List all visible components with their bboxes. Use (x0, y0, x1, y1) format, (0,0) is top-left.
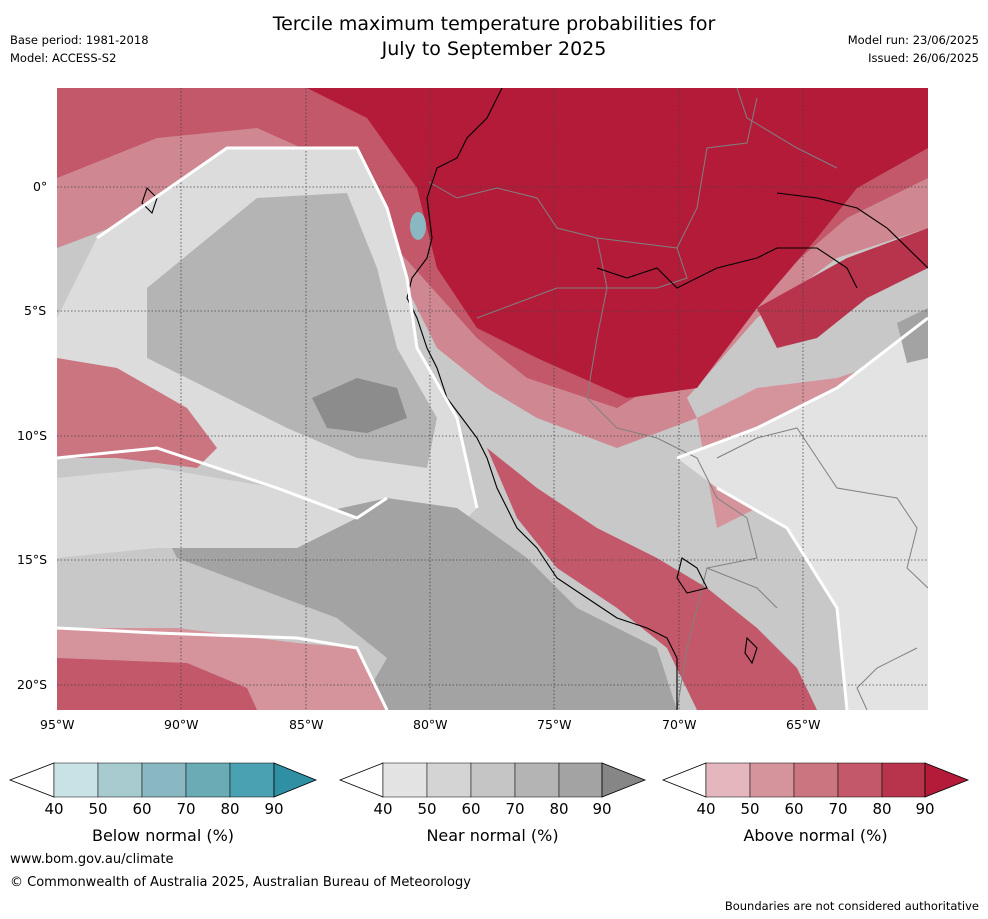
near-tick-80: 80 (549, 800, 569, 818)
near-normal-label: Near normal (%) (426, 826, 559, 845)
below-tick-60: 60 (132, 800, 152, 818)
below-normal-spot (410, 212, 426, 240)
below-tick-50: 50 (88, 800, 108, 818)
copyright-text: © Commonwealth of Australia 2025, Austra… (10, 875, 471, 890)
graticule (57, 88, 928, 710)
lat-label-20s: 20°S (17, 677, 48, 692)
below-tick-80: 80 (220, 800, 240, 818)
lon-label-90w: 90°W (164, 717, 199, 732)
near-tick-50: 50 (417, 800, 437, 818)
lat-label-10s: 10°S (17, 428, 48, 443)
near-tick-60: 60 (461, 800, 481, 818)
lat-label-15s: 15°S (17, 552, 48, 567)
tercile-boundaries (57, 146, 928, 710)
website-link[interactable]: www.bom.gov.au/climate (10, 852, 174, 867)
near-tick-40: 40 (373, 800, 393, 818)
coastline (141, 88, 928, 710)
below-tick-90: 90 (264, 800, 284, 818)
lon-label-75w: 75°W (537, 717, 572, 732)
model-text: Model: ACCESS-S2 (10, 51, 117, 65)
near-normal-south (157, 498, 677, 710)
below-normal-label: Below normal (%) (91, 826, 235, 845)
title-line-1: Tercile maximum temperature probabilitie… (272, 13, 716, 35)
above-southwest-dark (57, 658, 257, 710)
disclaimer-text: Boundaries are not considered authoritat… (724, 899, 979, 913)
above-tick-80: 80 (872, 800, 892, 818)
lon-label-95w: 95°W (40, 717, 75, 732)
above-northeast-band (757, 228, 928, 348)
colorbar-above-normal (661, 762, 970, 798)
near-normal-core (312, 378, 407, 433)
near-normal-east (677, 318, 928, 710)
country-borders (428, 88, 928, 710)
model-run-text: Model run: 23/06/2025 (847, 33, 979, 47)
map-panel (57, 88, 928, 710)
lon-label-70w: 70°W (662, 717, 697, 732)
map-canvas (57, 88, 928, 710)
above-tick-90: 90 (915, 800, 935, 818)
above-tick-40: 40 (696, 800, 716, 818)
lat-label-0: 0° (33, 179, 48, 194)
above-normal-label: Above normal (%) (743, 826, 888, 845)
near-tick-70: 70 (505, 800, 525, 818)
above-tick-50: 50 (740, 800, 760, 818)
page-title: Tercile maximum temperature probabilitie… (0, 12, 988, 62)
below-tick-70: 70 (176, 800, 196, 818)
lon-label-85w: 85°W (289, 717, 324, 732)
above-north-darkest (307, 88, 928, 398)
below-tick-40: 40 (44, 800, 64, 818)
colorbar-near-normal (338, 762, 647, 798)
near-tick-90: 90 (592, 800, 612, 818)
base-period-text: Base period: 1981-2018 (10, 33, 149, 47)
lon-label-80w: 80°W (413, 717, 448, 732)
title-line-2: July to September 2025 (381, 38, 607, 60)
issued-text: Issued: 26/06/2025 (868, 51, 979, 65)
lon-label-65w: 65°W (786, 717, 821, 732)
above-west-band (57, 358, 217, 468)
colorbar-strip (8, 762, 970, 798)
lat-label-5s: 5°S (24, 303, 47, 318)
near-normal-east-grey (897, 308, 928, 363)
colorbar-below-normal (8, 762, 318, 798)
above-tick-60: 60 (784, 800, 804, 818)
above-tick-70: 70 (828, 800, 848, 818)
above-andes-strip (487, 448, 817, 710)
